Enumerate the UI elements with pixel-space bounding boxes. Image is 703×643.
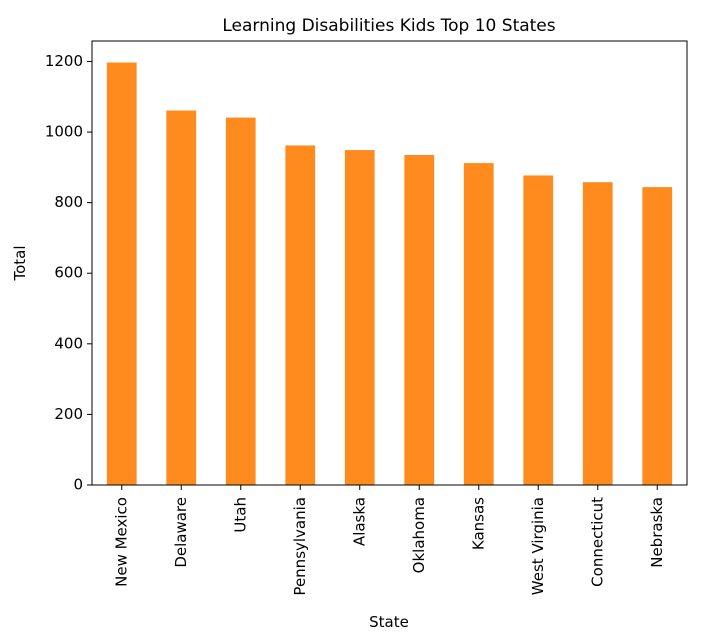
y-tick-label: 1200 (45, 52, 83, 70)
x-tick-label: Pennsylvania (291, 497, 309, 596)
x-axis: New Mexico Delaware Utah Pennsylvania Alaska… (112, 485, 666, 596)
y-tick-label: 200 (54, 405, 83, 423)
x-tick-label: Nebraska (648, 497, 666, 568)
x-tick-label: Oklahoma (410, 497, 428, 573)
y-axis: 0 200 400 600 800 1000 1200 (45, 52, 92, 494)
x-tick-label: Delaware (172, 497, 190, 568)
y-tick-label: 0 (73, 476, 83, 494)
bar (583, 182, 613, 485)
y-tick-label: 1000 (45, 123, 83, 141)
x-tick-label: Alaska (350, 497, 368, 546)
y-axis-label: Total (11, 245, 29, 281)
x-tick-label: Kansas (469, 497, 487, 550)
bar (345, 150, 375, 485)
bar (642, 187, 672, 485)
bars-group (107, 63, 672, 485)
bar (166, 111, 196, 485)
bar (404, 155, 434, 485)
x-tick-label: Connecticut (588, 497, 606, 587)
y-tick-label: 600 (54, 264, 83, 282)
bar (464, 163, 494, 485)
bar (523, 175, 553, 485)
x-axis-label: State (369, 613, 409, 631)
x-tick-label: New Mexico (112, 497, 130, 587)
bar (285, 145, 315, 485)
x-tick-label: Utah (231, 497, 249, 533)
y-tick-label: 400 (54, 334, 83, 352)
bar (226, 118, 256, 485)
y-tick-label: 800 (54, 193, 83, 211)
x-tick-label: West Virginia (529, 497, 547, 595)
chart-title: Learning Disabilities Kids Top 10 States (222, 16, 555, 36)
bar (107, 63, 137, 485)
